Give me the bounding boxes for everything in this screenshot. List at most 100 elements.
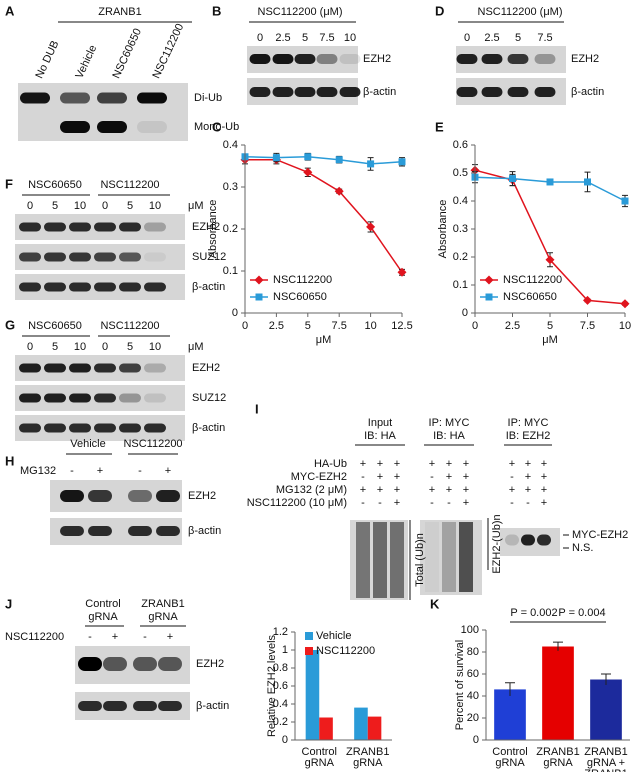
panel-letter: A (5, 3, 15, 18)
y-tick-label: 0.5 (453, 167, 468, 179)
sign: - (361, 497, 365, 509)
marker (485, 293, 493, 301)
band (19, 363, 41, 373)
band (97, 92, 127, 104)
panel-letter: K (430, 596, 440, 611)
x-axis-label: μM (542, 334, 558, 346)
band (60, 121, 90, 133)
band (119, 423, 141, 433)
sign: - (510, 471, 514, 483)
row-label: NSC112200 (10 μM) (247, 497, 347, 509)
band (94, 423, 116, 433)
sign: - (70, 465, 74, 477)
series-line (244, 156, 403, 165)
sign: + (541, 484, 547, 496)
band (44, 363, 66, 373)
sign: - (526, 497, 530, 509)
band (78, 701, 102, 711)
legend-label: NSC60650 (273, 291, 327, 303)
sign: + (463, 497, 469, 509)
band (44, 252, 66, 262)
legend-swatch (305, 647, 313, 655)
legend-swatch (305, 632, 313, 640)
y-tick-label: 40 (467, 690, 479, 702)
x-tick-label: 5 (547, 320, 553, 332)
group-label: gRNA (88, 611, 118, 623)
legend-label: NSC60650 (503, 291, 557, 303)
x-tick-label: gRNA (353, 757, 383, 769)
bar (305, 650, 320, 740)
band (103, 657, 127, 671)
sign: + (112, 631, 118, 643)
band-label: β-actin (196, 700, 229, 712)
marker (254, 275, 264, 285)
band (69, 252, 91, 262)
sign: - (430, 497, 434, 509)
sign: + (463, 458, 469, 470)
y-tick-label: 80 (467, 646, 479, 658)
sign: + (97, 465, 103, 477)
panel-letter: D (435, 3, 444, 18)
sign: - (430, 471, 434, 483)
sign: - (378, 497, 382, 509)
legend-label: Vehicle (316, 630, 351, 642)
band (294, 54, 316, 64)
band (137, 121, 167, 133)
band (339, 87, 361, 97)
band (128, 526, 152, 536)
y-tick-label: 0.4 (223, 139, 238, 151)
error-bar (553, 641, 563, 651)
band (505, 534, 519, 546)
y-tick-label: 0.6 (273, 680, 288, 692)
row-label: MG132 (2 μM) (276, 484, 347, 496)
dose-label: 0 (464, 32, 470, 44)
marker (303, 167, 313, 177)
sign: + (446, 484, 452, 496)
column-label: IP: MYC (508, 417, 549, 429)
band (249, 87, 271, 97)
band-label: β-actin (192, 422, 225, 434)
sign: + (446, 458, 452, 470)
band (534, 87, 556, 97)
column-label: IB: HA (433, 430, 465, 442)
smear (425, 522, 439, 592)
panel-letter: J (5, 596, 12, 611)
band (78, 657, 102, 671)
sign: + (525, 471, 531, 483)
x-tick-label: 10 (364, 320, 376, 332)
sign: + (394, 458, 400, 470)
dose-label: 5 (302, 32, 308, 44)
band (158, 701, 182, 711)
band (144, 282, 166, 292)
band (521, 534, 535, 546)
panel-letter: G (5, 317, 15, 332)
band (339, 54, 361, 64)
band (144, 423, 166, 433)
sign: + (394, 497, 400, 509)
column-label: IP: MYC (429, 417, 470, 429)
x-tick-label: gRNA (543, 757, 573, 769)
band-label: Mono-Ub (194, 121, 239, 133)
x-tick-label: 0 (472, 320, 478, 332)
row-label: MYC-EZH2 (291, 471, 347, 483)
dose-label: 10 (149, 200, 161, 212)
dose-label: 0 (27, 341, 33, 353)
sign: + (525, 458, 531, 470)
band (144, 393, 166, 403)
band-label: EZH2 (196, 658, 224, 670)
band (507, 54, 529, 64)
group-label: ZRANB1 (141, 598, 184, 610)
sign: + (377, 471, 383, 483)
band (19, 282, 41, 292)
marker (546, 178, 554, 186)
y-tick-label: 0.2 (453, 251, 468, 263)
band (156, 526, 180, 536)
y-tick-label: 20 (467, 712, 479, 724)
band (69, 393, 91, 403)
side-label: MYC-EZH2 (572, 529, 628, 541)
band (88, 526, 112, 536)
sign: + (541, 458, 547, 470)
band (119, 393, 141, 403)
series-line (245, 158, 403, 273)
band (534, 54, 556, 64)
